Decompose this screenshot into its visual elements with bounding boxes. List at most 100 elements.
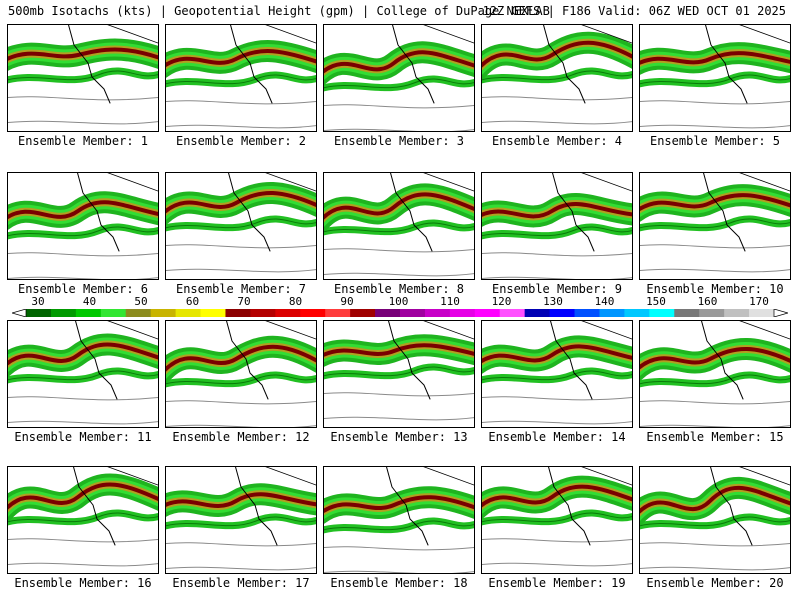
isotach-map [640,173,790,273]
ensemble-member-map [165,320,317,428]
ensemble-member-map [323,320,475,428]
colorbar-swatch [150,309,177,317]
ensemble-member-label: Ensemble Member: 12 [172,430,310,444]
isotach-map [166,321,316,427]
colorbar-strip [12,309,788,317]
colorbar-swatch [175,309,202,317]
isotach-map [482,173,632,279]
isotach-map [8,173,158,279]
isotach-map [324,25,474,131]
isotach-map [324,467,474,573]
colorbar-tick-label: 90 [340,295,354,308]
colorbar-swatch [275,309,301,317]
colorbar-swatch [200,309,226,317]
colorbar-tick-label: 40 [82,295,97,308]
colorbar-left-arrow [12,309,27,317]
colorbar-swatch [300,309,326,317]
ensemble-member-map [7,24,159,132]
colorbar-swatch [499,309,526,317]
colorbar-tick-label: 80 [288,295,303,308]
colorbar-swatch [674,309,700,317]
isotach-map [166,173,316,273]
ensemble-member-map [481,172,633,280]
colorbar-swatch [749,309,775,317]
colorbar-swatch [474,309,501,317]
colorbar-tick-label: 150 [646,295,666,308]
colorbar-tick-label: 120 [491,295,512,308]
colorbar-tick-label: 100 [388,295,409,308]
colorbar-swatch [325,309,351,317]
ensemble-member-map [639,24,791,132]
colorbar-tick-label: 140 [594,295,615,308]
isotach-map [166,25,316,129]
colorbar-tick-label: 130 [543,295,563,308]
colorbar-tick-label: 30 [31,295,45,308]
ensemble-member-map [639,466,791,574]
ensemble-member-label: Ensemble Member: 2 [175,134,307,148]
colorbar-swatch [524,309,551,317]
ensemble-member-label: Ensemble Member: 5 [649,134,781,148]
isotach-map [640,25,790,129]
colorbar-right-arrow [773,309,788,317]
colorbar-swatch [50,309,77,317]
ensemble-member-label: Ensemble Member: 6 [17,282,149,296]
colorbar: 30 40 50 60 70 80 90 100 110 120 130 140 150 160 170 [12,296,788,320]
colorbar-tick-label: 60 [185,295,200,308]
colorbar-swatch [125,309,152,317]
colorbar-tick-label: 110 [440,295,460,308]
ensemble-member-label: Ensemble Member: 8 [333,282,465,296]
colorbar-swatch [350,309,376,317]
ensemble-member-label: Ensemble Member: 16 [14,576,152,590]
colorbar-swatch [724,309,750,317]
colorbar-swatch [549,309,576,317]
colorbar-swatch [400,309,426,317]
ensemble-member-label: Ensemble Member: 9 [491,282,623,296]
ensemble-member-label: Ensemble Member: 10 [646,282,784,296]
colorbar-swatch [26,309,52,317]
isotach-map [8,467,158,567]
ensemble-member-map [481,320,633,428]
ensemble-member-map [481,466,633,574]
ensemble-member-map [323,24,475,132]
ensemble-member-label: Ensemble Member: 7 [175,282,307,296]
colorbar-swatch [699,309,725,317]
ensemble-member-map [323,172,475,280]
isotach-map [8,321,158,425]
colorbar-swatch [375,309,401,317]
colorbar-swatch [599,309,625,317]
ensemble-member-label: Ensemble Member: 17 [172,576,310,590]
ensemble-member-map [165,466,317,574]
ensemble-member-map [165,24,317,132]
isotach-map [640,321,790,427]
colorbar-swatch [225,309,251,317]
isotach-map [166,467,316,571]
ensemble-member-map [7,320,159,428]
ensemble-member-map [165,172,317,280]
colorbar-swatch [100,309,127,317]
ensemble-member-map [323,466,475,574]
isotach-map [482,467,632,567]
colorbar-tick-label: 160 [697,295,718,308]
ensemble-member-label: Ensemble Member: 20 [646,576,784,590]
ensemble-member-label: Ensemble Member: 3 [333,134,465,148]
ensemble-member-map [639,172,791,280]
colorbar-swatch [75,309,102,317]
ensemble-member-label: Ensemble Member: 1 [17,134,149,148]
colorbar-swatch [250,309,276,317]
colorbar-swatch [449,309,476,317]
ensemble-member-label: Ensemble Member: 19 [488,576,626,590]
isotach-map [640,467,790,571]
isotach-map [482,25,632,125]
ensemble-member-label: Ensemble Member: 14 [488,430,626,444]
ensemble-member-map [481,24,633,132]
colorbar-swatch [624,309,650,317]
colorbar-swatch [649,309,675,317]
colorbar-labels: 30 40 50 60 70 80 90 100 110 120 130 140 150 160 170 [12,296,788,308]
ensemble-member-label: Ensemble Member: 15 [646,430,784,444]
run-valid-time: 12Z GEFS | F186 Valid: 06Z WED OCT 01 20… [482,4,786,18]
isotach-map [8,25,158,125]
ensemble-member-map [639,320,791,428]
ensemble-member-map [7,172,159,280]
title-bar: 500mb Isotachs (kts) | Geopotential Heig… [0,0,800,22]
isotach-map [324,321,474,421]
